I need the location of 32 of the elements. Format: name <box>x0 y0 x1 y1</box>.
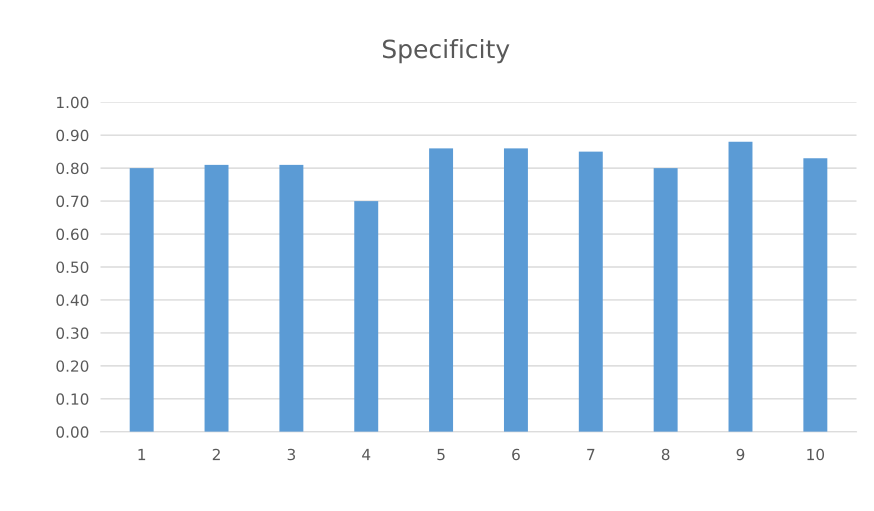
chart-title: Specificity <box>382 39 510 64</box>
y-tick-label: 0.60 <box>56 228 88 240</box>
y-tick-label: 0.50 <box>56 261 88 274</box>
bar <box>803 158 828 432</box>
y-tick-label: 0.00 <box>56 426 88 438</box>
y-tick-label: 0.70 <box>56 196 88 208</box>
x-tick-label: 3 <box>288 448 296 460</box>
x-tick-label: 4 <box>362 448 370 460</box>
x-tick-label: 9 <box>736 448 744 460</box>
bar <box>429 148 454 432</box>
bar <box>130 168 154 432</box>
y-tick-label: 1.00 <box>57 96 88 108</box>
y-tick-label: 0.10 <box>56 393 88 405</box>
x-tick-label: 2 <box>212 448 220 460</box>
y-tick-label: 0.80 <box>56 162 88 174</box>
bar <box>354 201 378 432</box>
x-tick-label: 6 <box>512 448 520 460</box>
bar <box>654 168 678 432</box>
bar <box>728 142 752 432</box>
bar <box>279 164 304 432</box>
x-tick-label: 5 <box>437 448 445 460</box>
x-tick-label: 7 <box>587 448 594 460</box>
x-tick-label: 10 <box>807 448 824 460</box>
x-tick-label: 1 <box>138 448 146 460</box>
bar <box>578 152 603 432</box>
y-tick-label: 0.90 <box>56 130 88 142</box>
y-tick-label: 0.30 <box>56 327 88 339</box>
bar <box>504 148 528 432</box>
y-tick-label: 0.20 <box>56 360 88 372</box>
x-tick-label: 8 <box>662 448 670 460</box>
bar <box>204 164 229 432</box>
y-tick-label: 0.40 <box>56 294 88 306</box>
